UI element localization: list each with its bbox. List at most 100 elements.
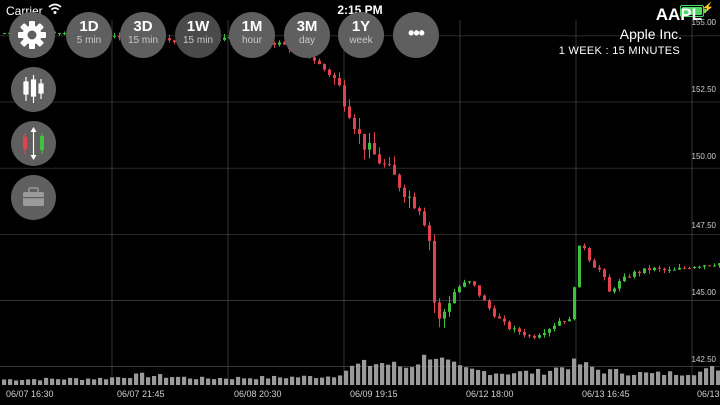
volume-bar bbox=[638, 371, 643, 385]
candle-body bbox=[528, 335, 531, 337]
timeframe-1y-button[interactable]: 1Y week bbox=[338, 12, 384, 58]
volume-bar bbox=[554, 367, 559, 385]
candle-body bbox=[603, 269, 606, 278]
timeframe-label: 1D bbox=[79, 18, 99, 35]
candle-body bbox=[468, 281, 471, 283]
volume-bar bbox=[380, 363, 385, 385]
candle-body bbox=[168, 38, 171, 41]
timeframe-label: 1M bbox=[241, 18, 263, 35]
candle-body bbox=[458, 286, 461, 293]
candle-body bbox=[423, 211, 426, 226]
volume-bar bbox=[650, 373, 655, 385]
volume-bar bbox=[608, 369, 613, 385]
candle-body bbox=[343, 85, 346, 107]
candle-body bbox=[598, 267, 601, 270]
volume-bar bbox=[68, 377, 73, 385]
candle-body bbox=[698, 266, 701, 268]
volume-bar bbox=[32, 379, 37, 385]
candle-body bbox=[633, 271, 636, 277]
more-button[interactable]: ••• bbox=[393, 12, 439, 58]
chart-type-button[interactable] bbox=[11, 67, 56, 112]
timeframe-3d-button[interactable]: 3D 15 min bbox=[120, 12, 166, 58]
volume-bar bbox=[464, 367, 469, 385]
candle-body bbox=[398, 174, 401, 188]
volume-bar bbox=[146, 377, 151, 385]
y-axis-tick: 152.50 bbox=[691, 85, 716, 94]
volume-bar bbox=[494, 373, 499, 385]
volume-bar bbox=[458, 365, 463, 385]
candle-body bbox=[543, 332, 546, 336]
volume-bar bbox=[506, 374, 511, 385]
candle-body bbox=[488, 300, 491, 309]
candle-body bbox=[438, 302, 441, 319]
settings-button[interactable] bbox=[9, 12, 55, 58]
volume-bar bbox=[692, 375, 697, 385]
volume-bar bbox=[470, 368, 475, 385]
volume-bar bbox=[680, 375, 685, 385]
timeframe-3m-button[interactable]: 3M day bbox=[284, 12, 330, 58]
portfolio-button[interactable] bbox=[11, 175, 56, 220]
volume-bar bbox=[332, 377, 337, 385]
volume-bar bbox=[596, 369, 601, 385]
volume-bar bbox=[2, 379, 7, 385]
volume-bar bbox=[20, 380, 25, 385]
compare-button[interactable] bbox=[11, 121, 56, 166]
volume-bar bbox=[698, 371, 703, 385]
volume-bar bbox=[44, 377, 49, 385]
volume-bar bbox=[518, 371, 523, 385]
volume-bar bbox=[296, 377, 301, 385]
battery-icon bbox=[680, 5, 706, 17]
candle-body bbox=[583, 245, 586, 248]
candle-body bbox=[418, 208, 421, 212]
candle-body bbox=[278, 42, 281, 45]
volume-bar bbox=[80, 379, 85, 385]
volume-bar bbox=[404, 367, 409, 385]
volume-bar bbox=[236, 376, 241, 385]
timeframe-interval: hour bbox=[241, 35, 262, 46]
candle-body bbox=[693, 266, 696, 269]
candle-body bbox=[443, 311, 446, 319]
timeframe-1w-button[interactable]: 1W 15 min bbox=[175, 12, 221, 58]
volume-bar bbox=[482, 371, 487, 385]
volume-bar bbox=[254, 379, 259, 385]
candle-body bbox=[533, 335, 536, 338]
candle-body bbox=[113, 35, 116, 37]
candle-body bbox=[678, 267, 681, 270]
candle-body bbox=[283, 42, 286, 45]
candle-body bbox=[463, 282, 466, 287]
timeframe-1d-button[interactable]: 1D 5 min bbox=[66, 12, 112, 58]
timeframe-1m-button[interactable]: 1M hour bbox=[229, 12, 275, 58]
range-label: 1 WEEK : 15 MINUTES bbox=[558, 45, 680, 57]
candlestick-icon bbox=[23, 75, 44, 103]
volume-bar bbox=[278, 377, 283, 385]
volume-bar bbox=[590, 366, 595, 385]
compare-icon bbox=[23, 127, 44, 160]
volume-bar bbox=[356, 363, 361, 385]
candle-body bbox=[448, 303, 451, 312]
volume-bar bbox=[248, 378, 253, 385]
candle-body bbox=[648, 268, 651, 271]
briefcase-icon bbox=[23, 187, 44, 206]
volume-bar bbox=[158, 374, 163, 385]
candle-body bbox=[548, 329, 551, 333]
timeframe-label: 1Y bbox=[351, 18, 371, 35]
candle-body bbox=[373, 142, 376, 155]
candle-body bbox=[378, 154, 381, 164]
candle-body bbox=[588, 247, 591, 261]
volume-bar bbox=[410, 367, 415, 385]
volume-bar bbox=[644, 372, 649, 385]
volume-bar bbox=[62, 379, 67, 385]
candle-body bbox=[473, 281, 476, 286]
volume-bar bbox=[392, 361, 397, 385]
volume-bar bbox=[560, 367, 565, 385]
y-axis-tick: 150.00 bbox=[691, 152, 716, 161]
volume-bar bbox=[92, 379, 97, 385]
volume-bar bbox=[302, 375, 307, 385]
candle-body bbox=[63, 32, 66, 34]
volume-bar bbox=[704, 368, 709, 385]
volume-bar bbox=[176, 376, 181, 385]
timeframe-label: 3M bbox=[296, 18, 318, 35]
volume-bar bbox=[350, 365, 355, 385]
x-axis-tick: 06/13 bbox=[697, 389, 720, 399]
